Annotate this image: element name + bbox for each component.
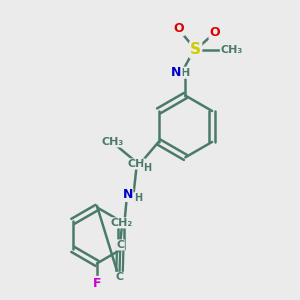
Text: N: N	[171, 66, 182, 79]
Text: O: O	[209, 26, 220, 39]
Text: CH₂: CH₂	[111, 218, 133, 228]
Text: H: H	[144, 163, 152, 172]
Text: S: S	[190, 42, 201, 57]
Text: C: C	[115, 272, 124, 282]
Text: F: F	[93, 277, 101, 290]
Text: N: N	[122, 188, 133, 201]
Text: C: C	[116, 240, 124, 250]
Text: H: H	[181, 68, 190, 78]
Text: H: H	[134, 193, 142, 203]
Text: CH₃: CH₃	[220, 45, 243, 55]
Text: CH: CH	[128, 159, 145, 169]
Text: CH₃: CH₃	[102, 137, 124, 147]
Text: O: O	[173, 22, 184, 35]
